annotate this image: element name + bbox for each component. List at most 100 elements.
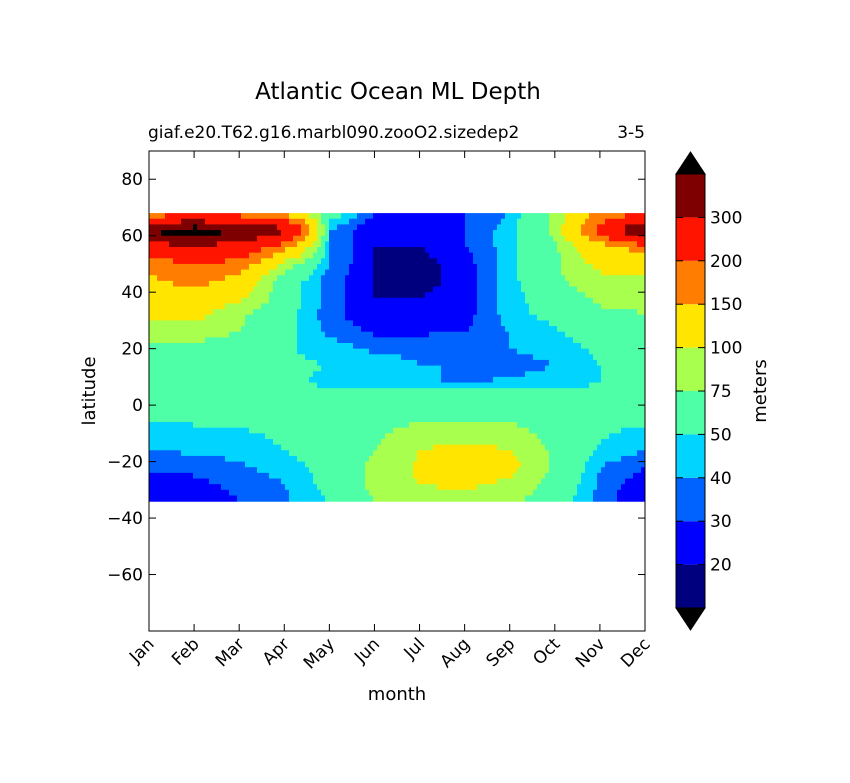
heatmap-cell [281, 252, 286, 259]
heatmap-cell [409, 247, 414, 254]
heatmap-cell [541, 269, 546, 276]
heatmap-cell [293, 258, 298, 265]
heatmap-cell [481, 303, 486, 310]
heatmap-cell [389, 331, 394, 338]
heatmap-cell [493, 258, 498, 265]
heatmap-cell [353, 218, 358, 226]
heatmap-cell [321, 235, 326, 242]
heatmap-cell [293, 331, 298, 338]
heatmap-cell [261, 331, 266, 338]
heatmap-cell [573, 399, 578, 406]
heatmap-cell [453, 320, 458, 327]
heatmap-cell [477, 303, 482, 310]
heatmap-cell [381, 309, 386, 316]
heatmap-cell [433, 388, 438, 395]
heatmap-cell [357, 235, 362, 242]
heatmap-cell [553, 399, 558, 406]
heatmap-cell [153, 393, 158, 401]
heatmap-cell [637, 410, 642, 418]
heatmap-cell [505, 371, 510, 378]
heatmap-cell [617, 388, 622, 395]
heatmap-cell [553, 235, 558, 242]
heatmap-cell [505, 343, 510, 350]
heatmap-cell [205, 258, 210, 265]
heatmap-cell [585, 286, 590, 293]
heatmap-cell [521, 280, 526, 288]
heatmap-cell [537, 354, 542, 361]
heatmap-cell [261, 297, 266, 305]
heatmap-cell [533, 320, 538, 327]
heatmap-cell [505, 405, 510, 412]
heatmap-cell [561, 320, 566, 327]
heatmap-cell [389, 371, 394, 378]
heatmap-cell [189, 348, 194, 355]
heatmap-cell [557, 320, 562, 327]
heatmap-cell [313, 376, 318, 384]
heatmap-cell [225, 354, 230, 361]
heatmap-cell [577, 433, 582, 440]
heatmap-cell [557, 371, 562, 378]
heatmap-cell [333, 354, 338, 361]
heatmap-cell [241, 224, 246, 231]
heatmap-cell [185, 263, 190, 271]
heatmap-cell [177, 303, 182, 310]
heatmap-cell [621, 230, 626, 237]
heatmap-cell [397, 348, 402, 355]
heatmap-cell [393, 399, 398, 406]
heatmap-cell [629, 348, 634, 355]
heatmap-cell [185, 388, 190, 395]
heatmap-cell [321, 382, 326, 389]
heatmap-cell [421, 213, 426, 220]
heatmap-cell [625, 331, 630, 338]
heatmap-cell [325, 258, 330, 265]
heatmap-cell [457, 382, 462, 389]
heatmap-cell [493, 371, 498, 378]
heatmap-cell [597, 393, 602, 401]
heatmap-cell [229, 241, 234, 248]
heatmap-cell [477, 320, 482, 327]
heatmap-cell [485, 224, 490, 231]
heatmap-cell [537, 405, 542, 412]
heatmap-cell [401, 376, 406, 384]
heatmap-cell [525, 354, 530, 361]
heatmap-cell [397, 297, 402, 305]
heatmap-cell [477, 359, 482, 367]
heatmap-cell [169, 433, 174, 440]
heatmap-cell [357, 365, 362, 372]
heatmap-cell [205, 393, 210, 401]
heatmap-cell [217, 230, 222, 237]
heatmap-cell [641, 309, 645, 316]
heatmap-cell [285, 416, 290, 423]
heatmap-cell [369, 427, 374, 434]
heatmap-cell [313, 230, 318, 237]
heatmap-cell [265, 320, 270, 327]
heatmap-cell [257, 314, 262, 322]
heatmap-cell [409, 263, 414, 271]
heatmap-cell [245, 433, 250, 440]
heatmap-cell [205, 269, 210, 276]
heatmap-cell [633, 337, 638, 344]
heatmap-cell [641, 247, 645, 254]
heatmap-cell [305, 354, 310, 361]
heatmap-cell [377, 247, 382, 254]
heatmap-cell [477, 297, 482, 305]
heatmap-cell [417, 337, 422, 344]
heatmap-cell [521, 337, 526, 344]
heatmap-cell [277, 263, 282, 271]
heatmap-cell [437, 365, 442, 372]
heatmap-cell [233, 343, 238, 350]
heatmap-cell [273, 297, 278, 305]
heatmap-cell [601, 275, 606, 282]
heatmap-cell [573, 292, 578, 299]
heatmap-cell [425, 297, 430, 305]
heatmap-cell [253, 218, 258, 226]
heatmap-cell [433, 314, 438, 322]
heatmap-cell [605, 230, 610, 237]
heatmap-cell [265, 286, 270, 293]
heatmap-cell [321, 247, 326, 254]
heatmap-cell [189, 422, 194, 429]
heatmap-cell [513, 422, 518, 429]
heatmap-cell [493, 235, 498, 242]
heatmap-cell [581, 371, 586, 378]
heatmap-cell [261, 320, 266, 327]
